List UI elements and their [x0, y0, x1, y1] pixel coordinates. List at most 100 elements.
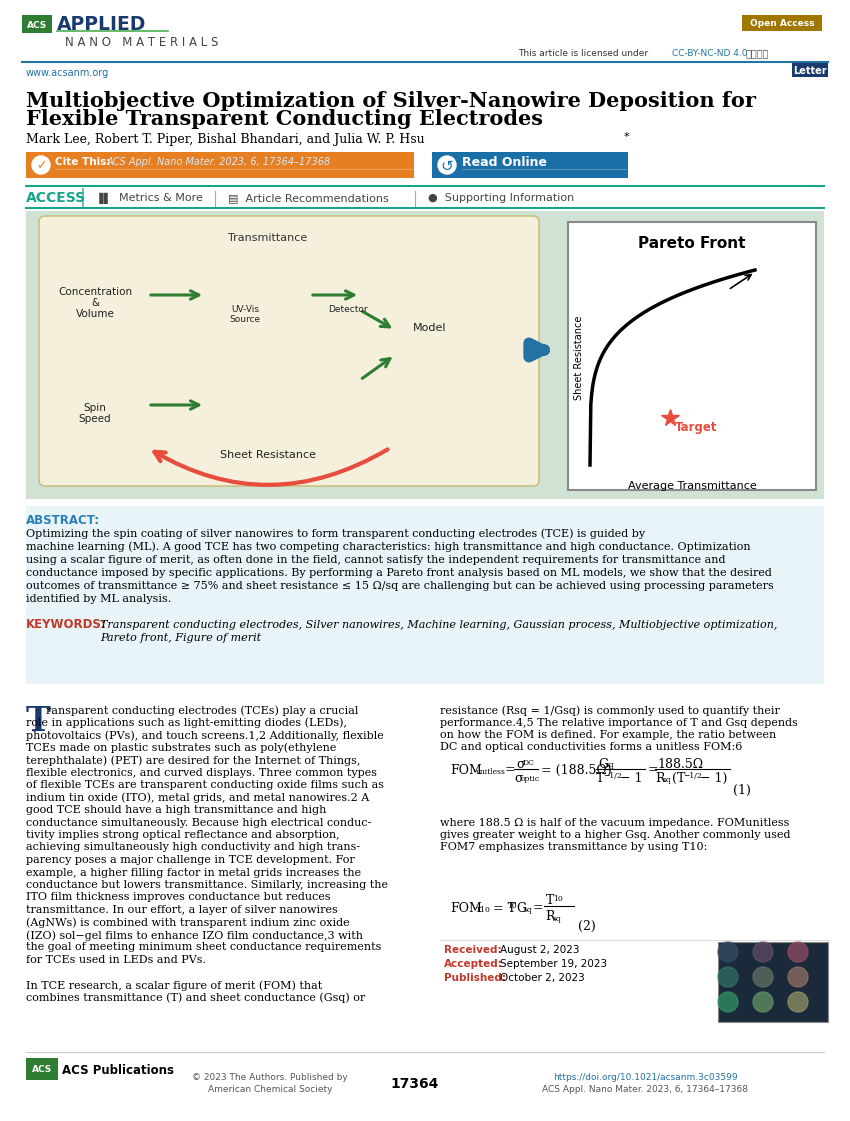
Circle shape [788, 942, 808, 962]
Text: 17364: 17364 [391, 1077, 439, 1091]
Text: ●  Supporting Information: ● Supporting Information [428, 193, 575, 203]
Text: (1): (1) [733, 784, 751, 797]
Text: ACS Appl. Nano Mater. 2023, 6, 17364–17368: ACS Appl. Nano Mater. 2023, 6, 17364–173… [542, 1085, 748, 1094]
Text: conductance but lowers transmittance. Similarly, increasing the: conductance but lowers transmittance. Si… [26, 880, 388, 890]
Text: Sheet Resistance: Sheet Resistance [574, 316, 584, 400]
Text: using a scalar figure of merit, as often done in the field, cannot satisfy the i: using a scalar figure of merit, as often… [26, 555, 726, 565]
Text: FOM: FOM [450, 763, 482, 777]
Text: T: T [596, 771, 604, 785]
Text: role in applications such as light-emitting diodes (LEDs),: role in applications such as light-emitt… [26, 717, 347, 728]
Text: (T: (T [672, 771, 685, 785]
Text: =: = [648, 763, 659, 777]
Text: This article is licensed under: This article is licensed under [518, 48, 651, 57]
Text: parency poses a major challenge in TCE development. For: parency poses a major challenge in TCE d… [26, 855, 354, 865]
Text: 10: 10 [507, 902, 517, 910]
Text: ✓: ✓ [36, 159, 46, 173]
Circle shape [438, 156, 456, 174]
Text: *: * [624, 132, 630, 142]
Text: of flexible TCEs are transparent conducting oxide films such as: of flexible TCEs are transparent conduct… [26, 780, 384, 790]
Circle shape [32, 156, 50, 174]
Text: &: & [91, 298, 99, 308]
Text: performance.4,5 The relative importance of T and Gsq depends: performance.4,5 The relative importance … [440, 717, 798, 728]
Text: terephthalate) (PET) are desired for the Internet of Things,: terephthalate) (PET) are desired for the… [26, 756, 360, 766]
Text: T10: T10 [476, 906, 490, 914]
Text: indium tin oxide (ITO), metal grids, and metal nanowires.2 A: indium tin oxide (ITO), metal grids, and… [26, 793, 369, 803]
Text: ITO film thickness improves conductance but reduces: ITO film thickness improves conductance … [26, 892, 331, 902]
Text: Transparent conducting electrodes, Silver nanowires, Machine learning, Gaussian : Transparent conducting electrodes, Silve… [100, 620, 778, 630]
Text: September 19, 2023: September 19, 2023 [500, 958, 607, 969]
Text: achieving simultaneously high conductivity and high trans-: achieving simultaneously high conductivi… [26, 843, 360, 852]
Text: ABSTRACT:: ABSTRACT: [26, 515, 100, 528]
Circle shape [718, 992, 738, 1012]
Text: Optimizing the spin coating of silver nanowires to form transparent conducting e: Optimizing the spin coating of silver na… [26, 529, 645, 539]
FancyBboxPatch shape [568, 222, 816, 490]
Text: transmittance. In our effort, a layer of silver nanowires: transmittance. In our effort, a layer of… [26, 905, 337, 915]
Text: CC-BY-NC-ND 4.0: CC-BY-NC-ND 4.0 [672, 48, 747, 57]
Text: T: T [546, 895, 554, 908]
Text: Source: Source [230, 315, 261, 324]
FancyBboxPatch shape [26, 211, 824, 499]
FancyBboxPatch shape [742, 15, 822, 31]
Text: sq: sq [606, 761, 615, 769]
Text: In TCE research, a scalar figure of merit (FOM) that: In TCE research, a scalar figure of meri… [26, 980, 322, 991]
Text: G: G [516, 901, 526, 915]
Text: ACS: ACS [31, 1065, 52, 1075]
Circle shape [788, 967, 808, 986]
Text: (2): (2) [578, 919, 596, 933]
Text: ⒸⒾⓈⓃ: ⒸⒾⓈⓃ [746, 48, 769, 58]
Text: Received:: Received: [444, 945, 501, 955]
Text: =: = [533, 901, 544, 915]
FancyBboxPatch shape [792, 63, 828, 77]
Text: flexible electronics, and curved displays. Three common types: flexible electronics, and curved display… [26, 768, 377, 778]
Text: ▐▌  Metrics & More: ▐▌ Metrics & More [95, 193, 203, 204]
Text: │: │ [78, 188, 88, 209]
Text: Accepted:: Accepted: [444, 958, 503, 969]
Text: = (188.5Ω): = (188.5Ω) [541, 763, 612, 777]
Text: August 2, 2023: August 2, 2023 [500, 945, 580, 955]
Text: Concentration: Concentration [58, 287, 132, 297]
Text: FOM: FOM [450, 901, 482, 915]
Text: https://doi.org/10.1021/acsanm.3c03599: https://doi.org/10.1021/acsanm.3c03599 [552, 1074, 737, 1083]
Text: Flexible Transparent Conducting Electrodes: Flexible Transparent Conducting Electrod… [26, 109, 543, 129]
Text: σ: σ [514, 771, 523, 785]
FancyBboxPatch shape [432, 152, 628, 178]
Circle shape [788, 992, 808, 1012]
Text: Letter: Letter [793, 66, 827, 76]
Text: (AgNWs) is combined with transparent indium zinc oxide: (AgNWs) is combined with transparent ind… [26, 917, 349, 928]
Text: sq: sq [524, 906, 533, 914]
Text: Sheet Resistance: Sheet Resistance [220, 450, 316, 460]
Text: Detector: Detector [328, 306, 368, 315]
Text: sq: sq [553, 915, 562, 923]
FancyBboxPatch shape [22, 15, 52, 33]
Text: FOM7 emphasizes transmittance by using T10:: FOM7 emphasizes transmittance by using T… [440, 843, 707, 852]
Text: ACS Publications: ACS Publications [62, 1064, 174, 1076]
Text: photovoltaics (PVs), and touch screens.1,2 Additionally, flexible: photovoltaics (PVs), and touch screens.1… [26, 730, 383, 741]
Text: Model: Model [413, 323, 447, 333]
FancyBboxPatch shape [26, 506, 824, 684]
Text: − 1): − 1) [700, 771, 728, 785]
Text: 10: 10 [553, 895, 563, 904]
Text: combines transmittance (T) and sheet conductance (Gsq) or: combines transmittance (T) and sheet con… [26, 992, 366, 1003]
Text: ransparent conducting electrodes (TCEs) play a crucial: ransparent conducting electrodes (TCEs) … [46, 705, 359, 715]
Text: =: = [505, 763, 516, 777]
Circle shape [718, 967, 738, 986]
Text: unitless: unitless [476, 768, 506, 776]
Text: ACS Appl. Nano Mater. 2023, 6, 17364–17368: ACS Appl. Nano Mater. 2023, 6, 17364–173… [107, 157, 332, 167]
Text: ▤  Article Recommendations: ▤ Article Recommendations [228, 193, 388, 203]
Text: © 2023 The Authors. Published by: © 2023 The Authors. Published by [192, 1074, 348, 1083]
Text: conductance simultaneously. Because high electrical conduc-: conductance simultaneously. Because high… [26, 817, 371, 827]
Text: ACCESS: ACCESS [26, 191, 86, 205]
Text: gives greater weight to a higher Gsq. Another commonly used: gives greater weight to a higher Gsq. An… [440, 830, 790, 840]
FancyBboxPatch shape [26, 152, 414, 178]
Circle shape [718, 942, 738, 962]
Text: American Chemical Society: American Chemical Society [207, 1085, 332, 1094]
Text: good TCE should have a high transmittance and high: good TCE should have a high transmittanc… [26, 805, 326, 815]
Text: Mark Lee, Robert T. Piper, Bishal Bhandari, and Julia W. P. Hsu: Mark Lee, Robert T. Piper, Bishal Bhanda… [26, 133, 425, 147]
Text: − 1: − 1 [620, 771, 643, 785]
Text: R: R [655, 771, 665, 785]
Text: Multiobjective Optimization of Silver-Nanowire Deposition for: Multiobjective Optimization of Silver-Na… [26, 91, 756, 111]
Text: October 2, 2023: October 2, 2023 [500, 973, 585, 983]
Text: −1/2: −1/2 [603, 772, 621, 780]
Text: machine learning (ML). A good TCE has two competing characteristics: high transm: machine learning (ML). A good TCE has tw… [26, 541, 751, 553]
Text: KEYWORDS:: KEYWORDS: [26, 619, 107, 631]
